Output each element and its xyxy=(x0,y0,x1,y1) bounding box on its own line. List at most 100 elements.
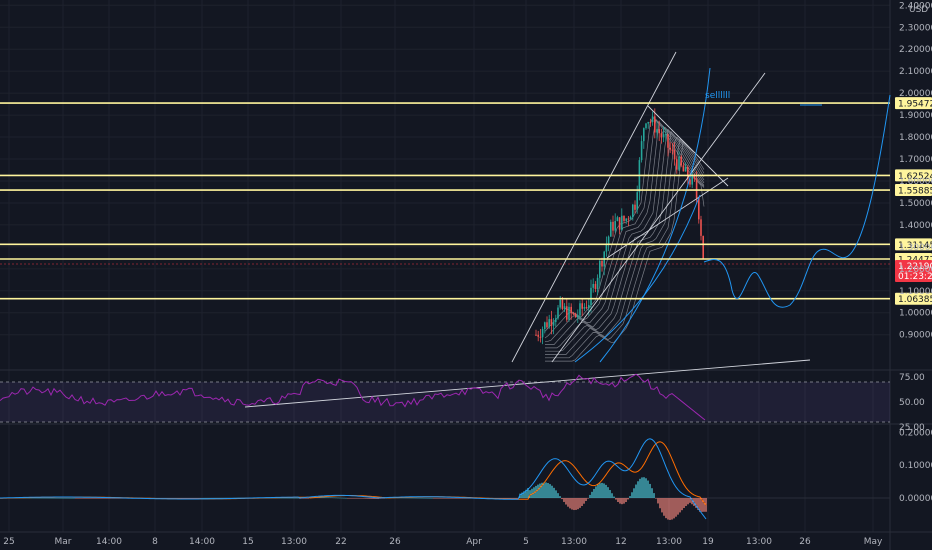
macd-histogram-bar xyxy=(557,493,559,498)
macd-histogram-bar xyxy=(441,498,443,499)
macd-histogram-bar xyxy=(591,491,593,498)
macd-histogram-bar xyxy=(453,498,455,499)
macd-histogram-bar xyxy=(633,488,635,498)
macd-histogram-bar xyxy=(195,498,197,499)
candle-body xyxy=(559,299,561,308)
macd-histogram-bar xyxy=(459,498,461,499)
macd-histogram-bar xyxy=(105,498,107,499)
macd-histogram-bar xyxy=(509,498,511,499)
candle-body xyxy=(660,133,663,138)
x-tick-label: 5 xyxy=(523,537,529,547)
candle-body xyxy=(548,319,550,328)
macd-histogram-bar xyxy=(629,496,631,498)
rsi-band-fill xyxy=(0,382,890,422)
macd-histogram-bar xyxy=(635,484,637,498)
macd-histogram-bar xyxy=(361,498,363,499)
macd-histogram-bar xyxy=(219,497,221,499)
level-label: 1.95472 xyxy=(898,100,932,110)
macd-histogram-bar xyxy=(325,497,327,498)
macd-histogram-bar xyxy=(415,497,417,499)
macd-histogram-bar xyxy=(79,498,81,499)
trendline xyxy=(647,105,729,187)
macd-histogram-bar xyxy=(411,497,413,499)
macd-histogram-bar xyxy=(683,498,685,509)
y-tick-label: 1.50000 xyxy=(899,199,932,209)
macd-histogram-bar xyxy=(563,498,565,502)
macd-histogram-bar xyxy=(643,477,645,498)
horizontal-levels: 1.954721.625241.558851.311451.244771.063… xyxy=(0,97,932,305)
macd-histogram-bar xyxy=(281,497,283,499)
candle-body xyxy=(592,283,594,288)
macd-histogram-bar xyxy=(357,498,359,499)
macd-histogram-bar xyxy=(679,498,681,513)
candle-body xyxy=(605,244,608,252)
macd-histogram-bar xyxy=(109,498,111,499)
macd-histogram-bar xyxy=(355,498,357,499)
candle-body xyxy=(572,313,575,315)
macd-histogram-bar xyxy=(67,497,69,499)
candle-body xyxy=(541,329,544,338)
macd-histogram-bar xyxy=(285,497,287,499)
macd-histogram-bar xyxy=(205,497,207,499)
candle-body xyxy=(654,116,656,133)
macd-histogram-bar xyxy=(207,497,209,499)
macd-histogram-bar xyxy=(341,497,343,499)
candle-body xyxy=(618,217,621,230)
macd-histogram-bar xyxy=(65,497,67,499)
macd-histogram-bar xyxy=(287,497,289,499)
macd-histogram-bar xyxy=(457,498,459,499)
rsi-tick-label: 75.00 xyxy=(899,373,925,383)
macd-histogram-bar xyxy=(571,498,573,510)
x-tick-label: 22 xyxy=(335,537,346,547)
macd-histogram-bar xyxy=(541,482,543,498)
macd-histogram-bar xyxy=(367,498,369,499)
macd-histogram-bar xyxy=(345,497,347,499)
macd-histogram-bar xyxy=(199,498,201,499)
macd-histogram-bar xyxy=(699,498,701,513)
candle-body xyxy=(671,149,674,151)
x-tick-label: 14:00 xyxy=(189,537,215,547)
rsi-tick-label: 50.00 xyxy=(899,398,925,408)
macd-histogram-bar xyxy=(503,498,505,499)
macd-histogram-bar xyxy=(613,496,615,498)
macd-histogram-bar xyxy=(545,482,547,498)
macd-histogram-bar xyxy=(349,498,351,499)
macd-histogram-bar xyxy=(337,497,339,499)
projection-path xyxy=(703,94,891,308)
x-tick-label: 14:00 xyxy=(96,537,122,547)
level-label: 1.55885 xyxy=(898,187,932,197)
candle-body xyxy=(676,159,678,170)
candle-body xyxy=(596,277,599,289)
macd-histogram-bar xyxy=(63,497,65,499)
currency-label: USD xyxy=(909,5,928,15)
trendline xyxy=(551,72,766,363)
macd-histogram-bar xyxy=(95,498,97,499)
macd-histogram-bar xyxy=(93,498,95,499)
candle-body xyxy=(656,129,658,133)
macd-histogram-bar xyxy=(593,488,595,498)
macd-histogram-bar xyxy=(183,498,185,499)
candle-body xyxy=(695,178,698,199)
macd-histogram-bar xyxy=(449,498,451,499)
macd-histogram-bar xyxy=(537,484,539,498)
macd-histogram-bar xyxy=(87,498,89,499)
parabolic-arc xyxy=(574,194,701,363)
macd-histogram-bar xyxy=(447,498,449,499)
candle-body xyxy=(658,129,660,134)
macd-histogram-bar xyxy=(553,487,555,498)
macd-histogram-bar xyxy=(527,488,529,498)
y-tick-label: 1.80000 xyxy=(899,133,932,143)
macd-histogram-bar xyxy=(423,497,425,499)
macd-histogram-bar xyxy=(623,498,625,504)
macd-histogram-bar xyxy=(639,478,641,498)
candle-body xyxy=(667,134,669,148)
x-tick-label: Mar xyxy=(55,537,72,547)
macd-histogram-bar xyxy=(689,498,691,503)
candle-body xyxy=(577,315,579,318)
macd-histogram-bar xyxy=(373,498,375,499)
macd-histogram-bar xyxy=(601,482,603,498)
